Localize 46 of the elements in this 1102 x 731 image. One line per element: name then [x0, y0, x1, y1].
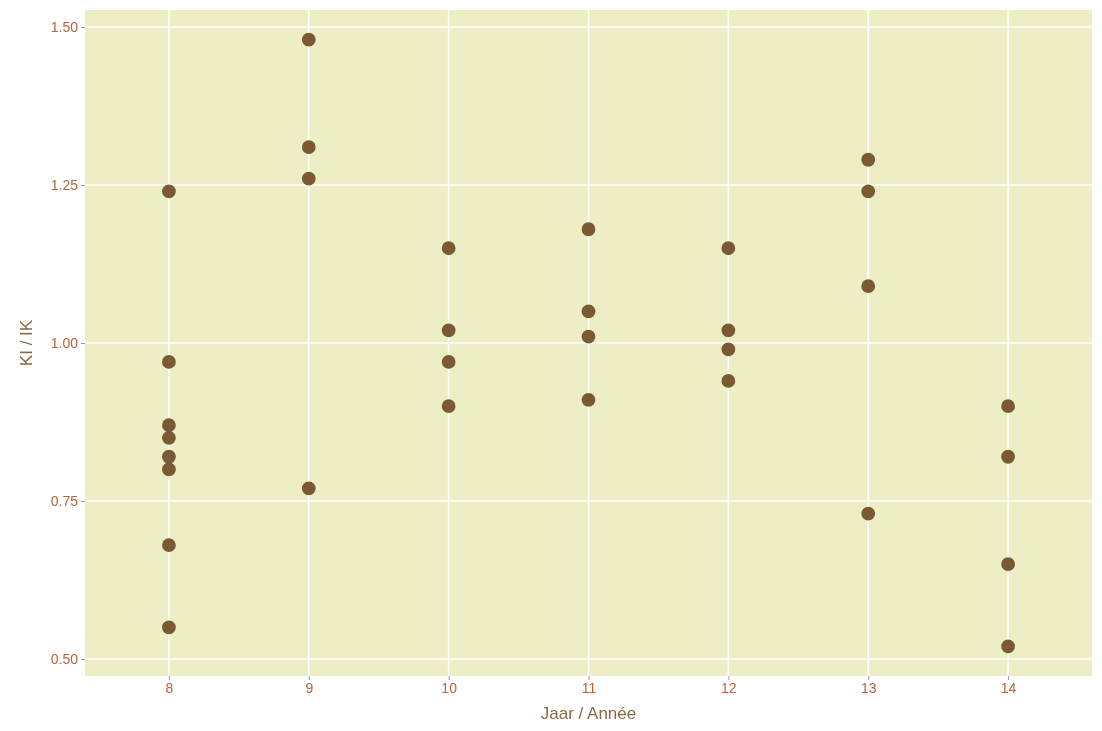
y-tick-label: 1.00	[50, 334, 79, 351]
x-tick-label: 8	[165, 679, 174, 696]
y-axis-title: KI / IK	[17, 319, 36, 367]
point	[581, 329, 596, 344]
point	[441, 399, 456, 414]
point	[441, 355, 456, 369]
point	[721, 342, 736, 357]
x-tick-label: 14	[1000, 679, 1017, 696]
point	[441, 241, 456, 256]
point	[301, 140, 316, 155]
point	[162, 620, 176, 635]
point	[162, 449, 176, 464]
y-tick-label: 1.50	[50, 19, 79, 36]
x-tick-label: 10	[441, 679, 458, 696]
point	[721, 323, 736, 338]
point	[581, 222, 596, 237]
point	[162, 184, 176, 199]
point	[162, 538, 176, 553]
point	[581, 304, 596, 319]
point	[301, 171, 316, 186]
point	[1001, 399, 1015, 414]
point	[301, 32, 316, 47]
point	[581, 392, 596, 407]
point	[162, 430, 176, 445]
point	[861, 279, 876, 294]
point	[721, 374, 736, 388]
x-tick-label: 11	[581, 679, 597, 696]
y-tick-label: 0.50	[50, 650, 79, 667]
point	[1001, 557, 1015, 572]
point	[301, 481, 316, 496]
point	[162, 355, 176, 369]
x-tick-label: 12	[721, 679, 737, 696]
point	[861, 506, 876, 521]
point	[1001, 639, 1015, 654]
point	[721, 241, 736, 256]
point	[861, 152, 876, 167]
point	[441, 323, 456, 338]
point	[1001, 449, 1015, 464]
y-tick-label: 0.75	[50, 492, 79, 509]
point	[861, 184, 876, 199]
x-tick-label: 9	[305, 679, 314, 696]
point	[162, 462, 176, 477]
x-tick-label: 13	[860, 679, 877, 696]
x-axis-title: Jaar / Année	[540, 704, 637, 723]
y-tick-label: 1.25	[50, 177, 79, 194]
point	[162, 418, 176, 433]
